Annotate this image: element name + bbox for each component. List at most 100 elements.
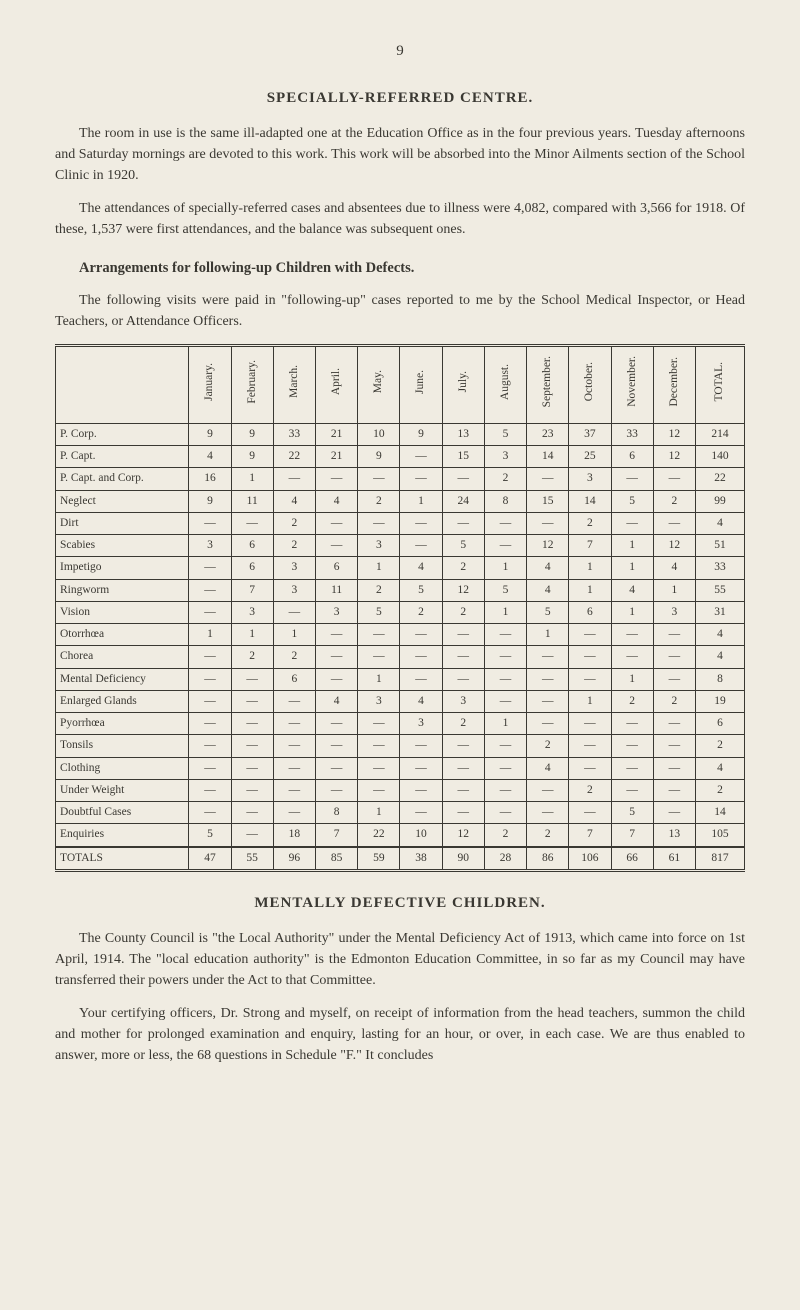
cell: — — [653, 757, 695, 779]
cell: — — [611, 779, 653, 801]
cell: 3 — [189, 535, 231, 557]
cell: — — [527, 646, 569, 668]
table-header-march: March. — [273, 345, 315, 423]
cell: 9 — [189, 423, 231, 445]
cell: 1 — [189, 624, 231, 646]
cell: 2 — [695, 735, 744, 757]
cell: — — [484, 757, 526, 779]
cell: 6 — [695, 713, 744, 735]
cell: 5 — [189, 824, 231, 847]
cell: — — [189, 601, 231, 623]
cell: 22 — [273, 446, 315, 468]
cell: 21 — [316, 423, 358, 445]
cell: 4 — [695, 646, 744, 668]
table-header-october: October. — [569, 345, 611, 423]
row-label: Pyorrhœa — [56, 713, 189, 735]
cell: — — [189, 557, 231, 579]
cell: — — [484, 735, 526, 757]
row-label: Ringworm — [56, 579, 189, 601]
row-label: Scabies — [56, 535, 189, 557]
cell: 2 — [273, 535, 315, 557]
cell: — — [653, 624, 695, 646]
table-row: Under Weight—————————2——2 — [56, 779, 745, 801]
cell: 23 — [527, 423, 569, 445]
cell: 1 — [653, 579, 695, 601]
cell: — — [358, 646, 400, 668]
cell: 214 — [695, 423, 744, 445]
cell: — — [316, 468, 358, 490]
cell: 12 — [527, 535, 569, 557]
cell: — — [611, 468, 653, 490]
cell: 99 — [695, 490, 744, 512]
cell: — — [611, 757, 653, 779]
cell: 2 — [569, 779, 611, 801]
cell: — — [611, 735, 653, 757]
cell: — — [484, 668, 526, 690]
section1-title: SPECIALLY-REFERRED CENTRE. — [55, 87, 745, 110]
cell: 1 — [358, 802, 400, 824]
cell: 5 — [527, 601, 569, 623]
cell: — — [442, 468, 484, 490]
cell: 5 — [611, 802, 653, 824]
table-header-february: February. — [231, 345, 273, 423]
cell: 5 — [611, 490, 653, 512]
table-header-december: December. — [653, 345, 695, 423]
cell: — — [653, 802, 695, 824]
cell: 4 — [189, 446, 231, 468]
cell: 16 — [189, 468, 231, 490]
table-row: Scabies362—3—5—12711251 — [56, 535, 745, 557]
row-label: Chorea — [56, 646, 189, 668]
totals-cell: 47 — [189, 847, 231, 871]
cell: — — [527, 690, 569, 712]
cell: — — [316, 646, 358, 668]
cell: 1 — [400, 490, 442, 512]
row-label: Enlarged Glands — [56, 690, 189, 712]
cell: 4 — [400, 557, 442, 579]
cell: 2 — [358, 579, 400, 601]
cell: — — [653, 468, 695, 490]
cell: — — [611, 624, 653, 646]
row-label: Vision — [56, 601, 189, 623]
table-header-may: May. — [358, 345, 400, 423]
cell: — — [569, 802, 611, 824]
row-label: Impetigo — [56, 557, 189, 579]
cell: — — [273, 468, 315, 490]
cell: — — [358, 512, 400, 534]
cell: — — [231, 802, 273, 824]
row-label: P. Corp. — [56, 423, 189, 445]
table-row: Impetigo—6361421411433 — [56, 557, 745, 579]
cell: — — [611, 646, 653, 668]
cell: — — [231, 512, 273, 534]
row-label: Mental Deficiency — [56, 668, 189, 690]
cell: 4 — [400, 690, 442, 712]
cell: — — [653, 735, 695, 757]
cell: 4 — [527, 557, 569, 579]
cell: 1 — [527, 624, 569, 646]
cell: 19 — [695, 690, 744, 712]
cell: 2 — [442, 713, 484, 735]
cell: 2 — [231, 646, 273, 668]
cell: 33 — [611, 423, 653, 445]
cell: — — [400, 668, 442, 690]
cell: 105 — [695, 824, 744, 847]
table-row: Otorrhœa111—————1———4 — [56, 624, 745, 646]
cell: — — [273, 601, 315, 623]
cell: 9 — [189, 490, 231, 512]
cell: 14 — [527, 446, 569, 468]
cell: 2 — [400, 601, 442, 623]
cell: — — [442, 779, 484, 801]
cell: — — [484, 779, 526, 801]
table-row: Enlarged Glands———4343——12219 — [56, 690, 745, 712]
cell: — — [653, 646, 695, 668]
cell: 7 — [231, 579, 273, 601]
cell: — — [527, 713, 569, 735]
cell: 2 — [442, 557, 484, 579]
totals-cell: 106 — [569, 847, 611, 871]
section1-para2: The attendances of specially-referred ca… — [55, 198, 745, 240]
followup-table: January.February.March.April.May.June.Ju… — [55, 344, 745, 872]
cell: 1 — [611, 668, 653, 690]
cell: 6 — [611, 446, 653, 468]
cell: 3 — [316, 601, 358, 623]
row-label: P. Capt. and Corp. — [56, 468, 189, 490]
cell: — — [400, 757, 442, 779]
